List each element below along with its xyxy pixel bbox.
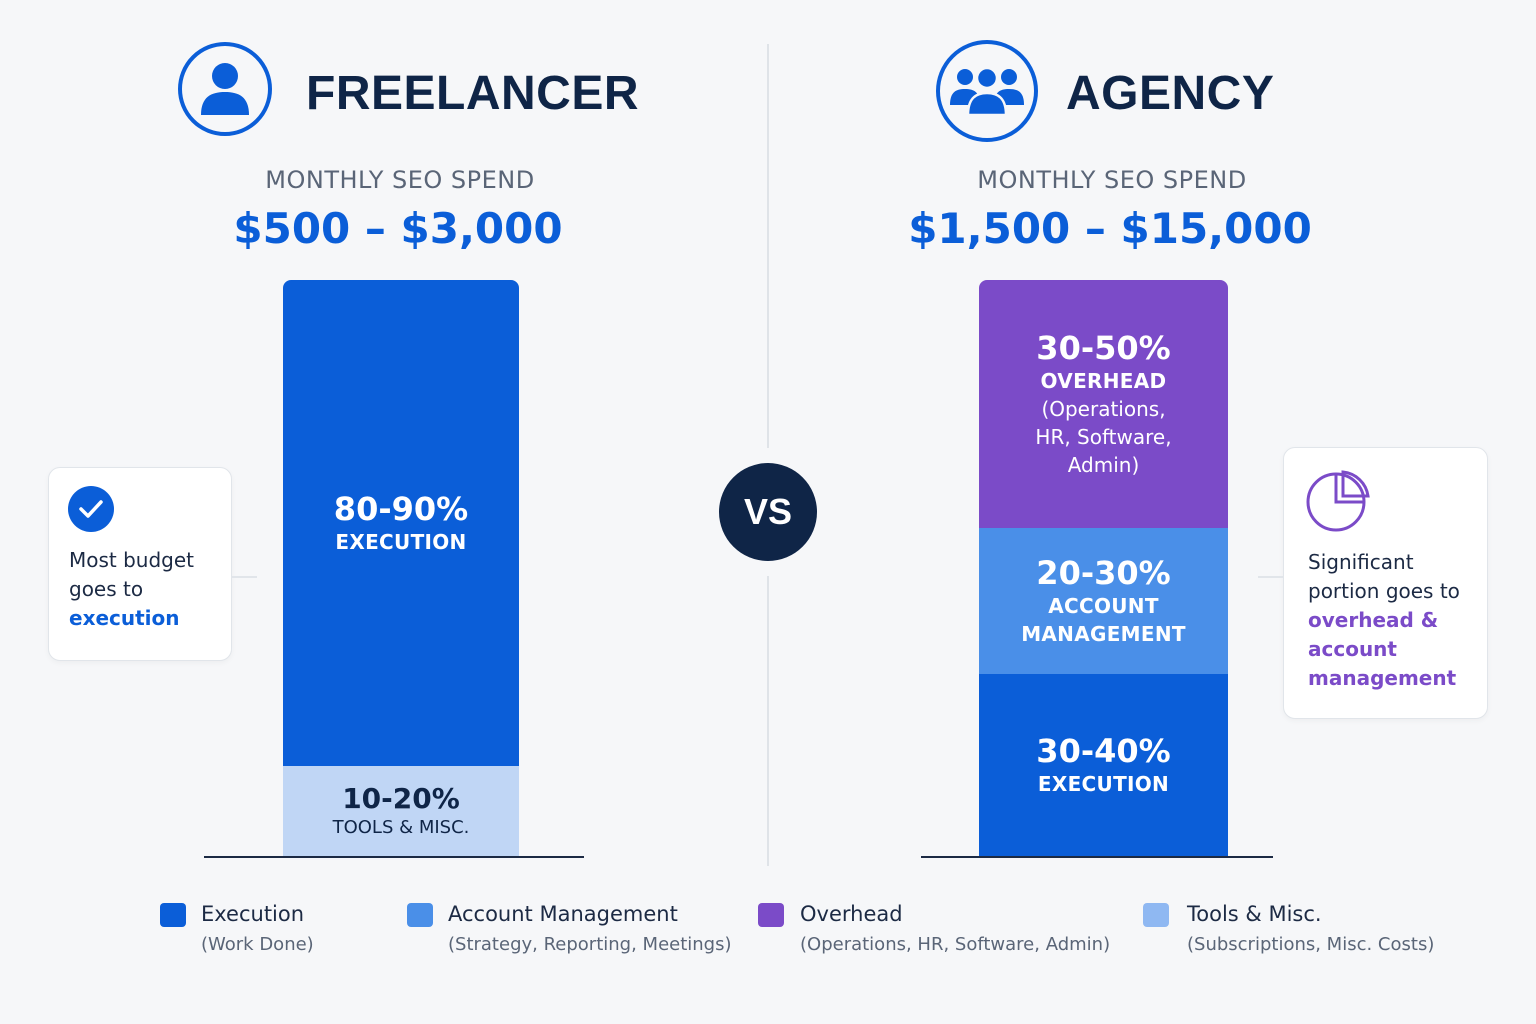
- agency-overhead-label: OVERHEAD: [1040, 369, 1167, 394]
- freelancer-spend-label: MONTHLY SEO SPEND: [265, 166, 535, 194]
- user-icon: [178, 42, 272, 136]
- agency-callout-text: Significant portion goes to overhead & a…: [1308, 548, 1484, 693]
- legend-name-tools: Tools & Misc.: [1187, 902, 1322, 926]
- agency-callout: Significant portion goes to overhead & a…: [1283, 447, 1488, 719]
- agency-callout-highlight-3: management: [1308, 666, 1457, 690]
- freelancer-title: FREELANCER: [306, 67, 640, 120]
- freelancer-callout: Most budget goes to execution: [48, 467, 232, 661]
- freelancer-callout-line-2: goes to: [69, 577, 144, 601]
- team-icon: [936, 40, 1038, 142]
- agency-baseline: [921, 856, 1273, 858]
- legend-name-account-management: Account Management: [448, 902, 678, 926]
- freelancer-callout-text: Most budget goes to execution: [69, 546, 229, 633]
- pie-chart-icon: [1306, 470, 1370, 538]
- freelancer-callout-highlight: execution: [69, 606, 180, 630]
- agency-execution-label: EXECUTION: [1037, 772, 1170, 797]
- freelancer-baseline: [204, 856, 584, 858]
- agency-bar: 30-50% OVERHEAD (Operations, HR, Softwar…: [979, 280, 1228, 856]
- agency-spend-label: MONTHLY SEO SPEND: [977, 166, 1247, 194]
- agency-callout-line-2: portion goes to: [1308, 579, 1460, 603]
- agency-account-management-segment: 20-30% ACCOUNT MANAGEMENT: [979, 528, 1228, 674]
- freelancer-execution-pct: 80-90%: [333, 489, 469, 528]
- freelancer-bar: 80-90% EXECUTION 10-20% TOOLS & MISC.: [283, 280, 519, 856]
- agency-spend-range: $1,500 – $15,000: [908, 204, 1312, 253]
- freelancer-callout-connector: [231, 576, 257, 578]
- freelancer-tools-segment: 10-20% TOOLS & MISC.: [283, 766, 519, 856]
- agency-callout-line-1: Significant: [1308, 550, 1414, 574]
- agency-title: AGENCY: [1066, 67, 1275, 120]
- agency-callout-highlight-2: account: [1308, 637, 1397, 661]
- legend-desc-execution: (Work Done): [201, 934, 314, 955]
- center-divider-bottom: [767, 576, 769, 866]
- legend-desc-tools: (Subscriptions, Misc. Costs): [1187, 934, 1435, 955]
- center-divider-top: [767, 44, 769, 448]
- vs-badge: VS: [719, 463, 817, 561]
- agency-execution-segment: 30-40% EXECUTION: [979, 674, 1228, 856]
- agency-overhead-segment: 30-50% OVERHEAD (Operations, HR, Softwar…: [979, 280, 1228, 528]
- freelancer-execution-label: EXECUTION: [335, 530, 467, 555]
- agency-overhead-pct: 30-50%: [1036, 328, 1171, 367]
- legend-swatch-account-management: [407, 903, 433, 927]
- freelancer-callout-line-1: Most budget: [69, 548, 195, 572]
- legend-swatch-overhead: [758, 903, 784, 927]
- agency-overhead-detail-3: Admin): [1067, 453, 1140, 478]
- legend-swatch-tools: [1143, 903, 1169, 927]
- freelancer-tools-label: TOOLS & MISC.: [332, 817, 470, 839]
- agency-callout-highlight-1: overhead &: [1308, 608, 1439, 632]
- legend-name-execution: Execution: [201, 902, 305, 926]
- check-circle-icon: [68, 486, 114, 532]
- agency-callout-connector: [1258, 576, 1284, 578]
- legend-name-overhead: Overhead: [800, 902, 903, 926]
- freelancer-tools-pct: 10-20%: [342, 781, 460, 815]
- agency-account-management-pct: 20-30%: [1036, 553, 1171, 592]
- legend-desc-account-management: (Strategy, Reporting, Meetings): [448, 934, 732, 955]
- agency-overhead-detail-2: HR, Software,: [1035, 425, 1172, 450]
- agency-account-management-label-2: MANAGEMENT: [1021, 622, 1186, 647]
- agency-overhead-detail-1: (Operations,: [1041, 397, 1166, 422]
- agency-execution-pct: 30-40%: [1036, 731, 1171, 770]
- legend-swatch-execution: [160, 903, 186, 927]
- freelancer-spend-range: $500 – $3,000: [233, 204, 563, 253]
- agency-account-management-label: ACCOUNT: [1048, 594, 1159, 619]
- freelancer-execution-segment: 80-90% EXECUTION: [283, 280, 519, 766]
- legend-desc-overhead: (Operations, HR, Software, Admin): [800, 934, 1111, 955]
